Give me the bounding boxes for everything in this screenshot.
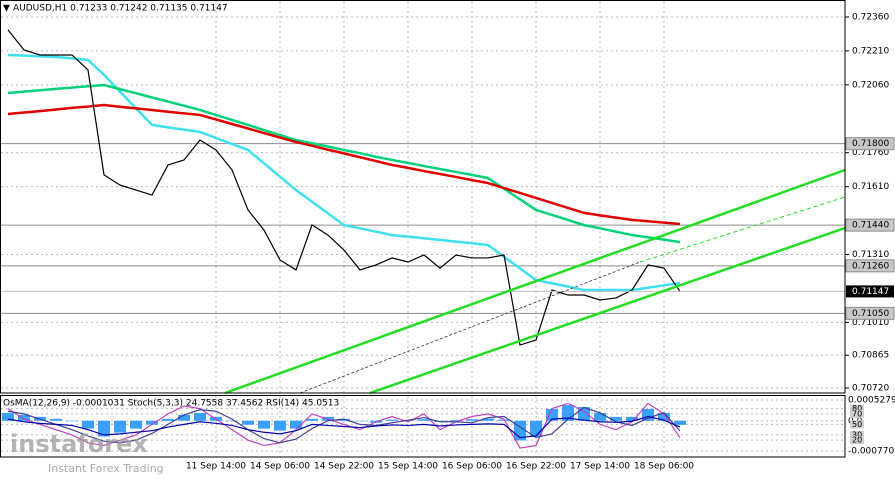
y2-tick-label: 30 bbox=[852, 430, 862, 439]
x-tick-label: 18 Sep 06:00 bbox=[634, 462, 694, 472]
x-tick-label: 14 Sep 22:00 bbox=[314, 462, 374, 472]
histogram-bar bbox=[50, 418, 62, 421]
histogram-bar bbox=[66, 420, 78, 422]
histogram-bar bbox=[18, 414, 30, 421]
histogram-bar bbox=[546, 408, 558, 421]
y2-tick-box bbox=[850, 420, 864, 429]
watermark-slogan: Instant Forex Trading bbox=[48, 462, 164, 475]
channel-upper bbox=[224, 168, 846, 395]
y2-tick-box bbox=[850, 430, 864, 439]
y2-tick-box bbox=[850, 404, 864, 413]
level-box bbox=[845, 259, 895, 273]
y-tick-label: -0.000770 bbox=[848, 447, 894, 457]
x-tick-label: 11 Sep 14:00 bbox=[186, 462, 246, 472]
indicator-title: OsMA(12,26,9) -0.0001031 Stoch(5,3,3) 24… bbox=[3, 399, 339, 409]
series-line bbox=[7, 29, 681, 346]
histogram-bar bbox=[242, 420, 254, 425]
histogram-bar bbox=[226, 420, 238, 422]
indicator-frame bbox=[0, 395, 846, 458]
x-tick-label: 16 Sep 22:00 bbox=[506, 462, 566, 472]
trend-line bbox=[299, 261, 641, 394]
histogram-bar bbox=[274, 420, 286, 431]
y-tick-label: 0.72060 bbox=[852, 80, 889, 90]
x-tick-label: 16 Sep 06:00 bbox=[442, 462, 502, 472]
histogram-bar bbox=[626, 416, 638, 421]
histogram-bar bbox=[594, 412, 606, 421]
histogram-bar bbox=[98, 420, 110, 437]
level-box bbox=[845, 306, 895, 320]
y2-tick-label: 20 bbox=[852, 436, 862, 445]
x-tick-label: 14 Sep 06:00 bbox=[250, 462, 310, 472]
indicator-line bbox=[7, 406, 681, 444]
y-tick-label: 0.70720 bbox=[852, 384, 889, 394]
price-box bbox=[846, 285, 894, 298]
chart-title: AUDUSD,H1 0.71233 0.71242 0.71135 0.7114… bbox=[13, 4, 228, 14]
indicator-line bbox=[7, 415, 681, 439]
indicator-line bbox=[7, 402, 681, 449]
histogram-bar bbox=[258, 420, 270, 429]
histogram-bar bbox=[306, 418, 318, 421]
channel-lower bbox=[369, 226, 846, 395]
histogram-bar bbox=[130, 420, 142, 429]
watermark-brand: instaforex bbox=[10, 430, 148, 458]
level-box bbox=[845, 137, 895, 151]
y-tick-label: 0.70865 bbox=[852, 351, 889, 361]
y-tick-label: 0.71010 bbox=[852, 318, 889, 328]
histogram-bar bbox=[642, 408, 654, 421]
x-tick-label: 17 Sep 14:00 bbox=[570, 462, 630, 472]
y2-tick-label: 70 bbox=[852, 409, 862, 418]
histogram-bar bbox=[82, 420, 94, 429]
histogram-bar bbox=[2, 412, 14, 421]
histogram-bar bbox=[178, 414, 190, 421]
level-label: 0.71050 bbox=[852, 309, 889, 319]
histogram-bar bbox=[386, 419, 398, 421]
x-tick-label: 15 Sep 14:00 bbox=[378, 462, 438, 472]
level-box bbox=[845, 218, 895, 232]
level-label: 0.71440 bbox=[852, 221, 889, 231]
histogram-bar bbox=[482, 418, 494, 421]
histogram-bar bbox=[354, 420, 366, 422]
y2-tick-label: 80 bbox=[852, 404, 862, 413]
y-tick-label: 0.71310 bbox=[852, 250, 889, 260]
histogram-bar bbox=[114, 420, 126, 433]
price-label: 0.71147 bbox=[852, 287, 889, 297]
histogram-bar bbox=[162, 418, 174, 421]
series-line bbox=[7, 53, 681, 292]
series-line bbox=[7, 83, 681, 244]
histogram-bar bbox=[658, 412, 670, 421]
y-tick-label: 0.71760 bbox=[852, 148, 889, 158]
series-line bbox=[7, 103, 681, 226]
histogram-bar bbox=[338, 418, 350, 421]
y2-tick-label: 50 bbox=[852, 420, 862, 429]
y-tick-label: 0.0005279 bbox=[848, 396, 895, 406]
histogram-bar bbox=[466, 419, 478, 421]
header-arrow: ▼ bbox=[3, 4, 10, 14]
histogram-bar bbox=[290, 420, 302, 429]
histogram-bar bbox=[450, 420, 462, 421]
level-label: 0.71260 bbox=[852, 261, 889, 271]
histogram-bar bbox=[146, 420, 158, 425]
channel-mid bbox=[639, 196, 846, 263]
y-tick-label: 0.71610 bbox=[852, 182, 889, 192]
histogram-bar bbox=[674, 420, 686, 425]
histogram-bar bbox=[194, 412, 206, 421]
y2-tick-box bbox=[850, 409, 864, 418]
level-label: 0.71800 bbox=[852, 139, 889, 149]
y-tick-label: 0.72360 bbox=[852, 12, 889, 22]
main-frame bbox=[0, 0, 846, 394]
histogram-bar bbox=[418, 419, 430, 421]
histogram-bar bbox=[610, 416, 622, 421]
y-tick-label: 0.72210 bbox=[852, 46, 889, 56]
y2-tick-box bbox=[850, 436, 864, 445]
